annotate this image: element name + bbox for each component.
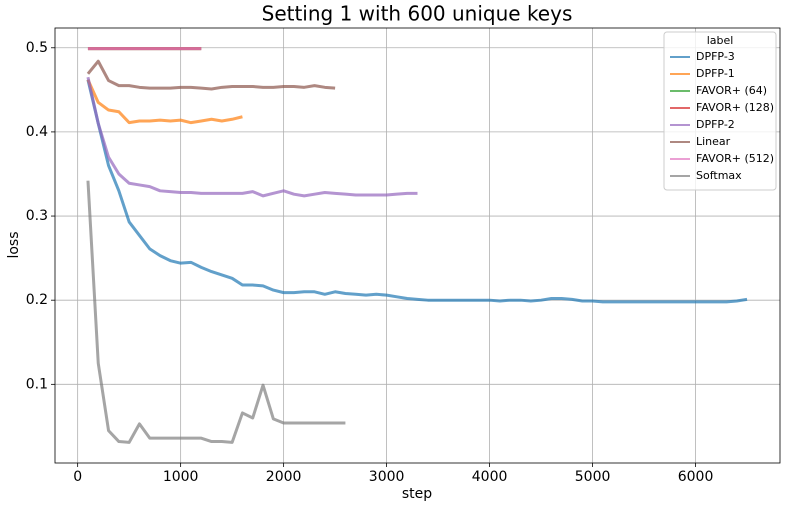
x-tick-label: 0: [73, 469, 82, 485]
y-tick-label: 0.3: [26, 208, 48, 224]
legend-label: FAVOR+ (512): [696, 152, 774, 165]
legend-label: Softmax: [696, 169, 742, 182]
x-tick-label: 1000: [163, 469, 199, 485]
legend-label: DPFP-2: [696, 118, 735, 131]
x-tick-label: 3000: [369, 469, 405, 485]
line-series: [86, 76, 418, 198]
x-tick-label: 5000: [575, 469, 611, 485]
x-tick-label: 2000: [266, 469, 302, 485]
line-series: [86, 59, 336, 91]
line-series: [86, 79, 243, 125]
y-tick-label: 0.4: [26, 124, 48, 140]
legend-label: FAVOR+ (128): [696, 101, 774, 114]
line-series: [86, 180, 346, 444]
line-series: [86, 79, 748, 304]
legend: label DPFP-3 DPFP-1 FAVOR+ (64) FAVOR+ (128)…: [663, 31, 777, 191]
plot-frame: [54, 27, 781, 464]
legend-label: DPFP-3: [696, 50, 735, 63]
chart-title: Setting 1 with 600 unique keys: [262, 2, 573, 26]
legend-title: label: [707, 34, 734, 47]
legend-box: [663, 31, 777, 191]
legend-label: FAVOR+ (64): [696, 84, 767, 97]
y-axis-label: loss: [6, 231, 22, 258]
y-tick-label: 0.2: [26, 292, 48, 308]
y-tick-label: 0.1: [26, 376, 48, 392]
x-tick-label: 4000: [472, 469, 508, 485]
y-tick-label: 0.5: [26, 40, 48, 56]
x-tick-label: 6000: [678, 469, 714, 485]
legend-label: DPFP-1: [696, 67, 735, 80]
legend-label: Linear: [696, 135, 731, 148]
x-axis-label: step: [402, 486, 432, 502]
